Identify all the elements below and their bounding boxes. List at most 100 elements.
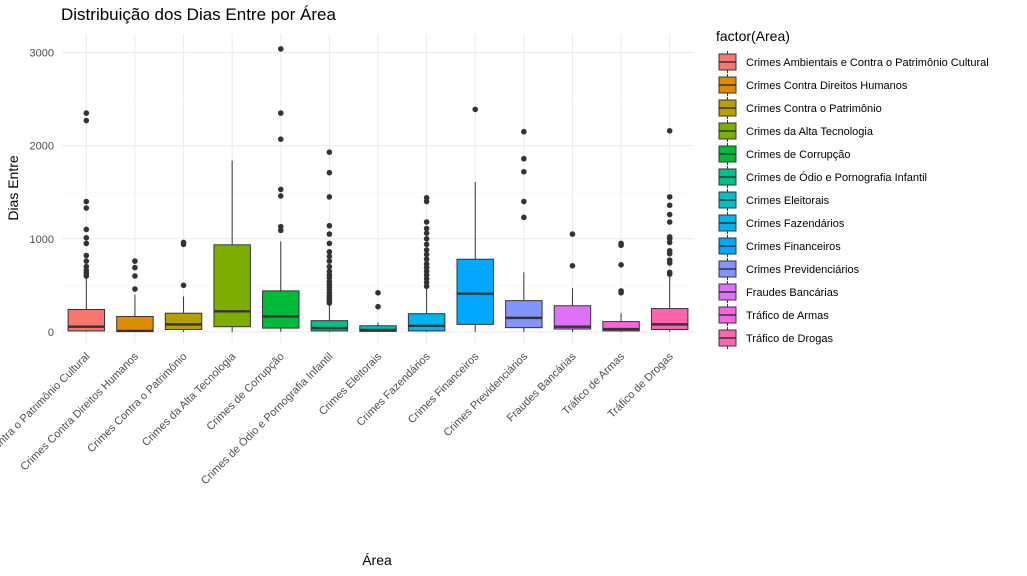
box-group [262, 46, 300, 332]
outlier-point [666, 202, 673, 209]
outlier-point [132, 286, 138, 292]
outlier-point [666, 194, 673, 200]
outlier-point [666, 257, 673, 263]
outlier-point [666, 127, 673, 134]
outlier-point [569, 231, 576, 237]
legend-item: Crimes Eleitorais [718, 189, 830, 211]
y-tick-label: 1000 [30, 234, 54, 246]
legend-label: Crimes Previdenciários [746, 264, 860, 276]
legend-item: Crimes Contra o Patrimônio [718, 97, 882, 119]
outlier-point [83, 110, 90, 116]
grid-lines [62, 34, 694, 343]
legend-label: Tráfico de Drogas [746, 333, 834, 345]
outlier-point [180, 282, 187, 289]
box-group [505, 128, 543, 332]
outlier-point [132, 258, 138, 264]
outlier-point [326, 222, 333, 229]
box [213, 244, 251, 328]
outlier-point [521, 214, 527, 221]
x-axis: Crimes Ambientais e Contra o Patrimônio … [0, 350, 676, 531]
legend-item: Fraudes Bancárias [718, 281, 839, 303]
outlier-point [83, 258, 90, 264]
outlier-point [326, 248, 333, 255]
outlier-point [423, 230, 430, 236]
legend: factor(Area) Crimes Ambientais e Contra … [716, 28, 989, 349]
y-tick-label: 0 [48, 327, 54, 339]
box-group [67, 110, 106, 332]
box [359, 325, 397, 332]
legend-label: Crimes de Corrupção [746, 149, 851, 161]
legend-label: Crimes Eleitorais [746, 195, 830, 207]
outlier-point [666, 234, 673, 240]
outlier-point [83, 263, 90, 270]
x-axis-title: Área [362, 552, 392, 568]
outlier-point [277, 136, 284, 142]
outlier-point [326, 231, 333, 237]
legend-item: Tráfico de Armas [718, 304, 829, 326]
outlier-point [618, 262, 624, 268]
outlier-point [277, 223, 284, 230]
box [407, 313, 446, 332]
outlier-point [83, 117, 90, 124]
box-group [650, 127, 689, 332]
outlier-point [326, 268, 333, 275]
outlier-point [83, 235, 90, 241]
outlier-point [83, 226, 90, 233]
outlier-point [666, 211, 673, 218]
legend-item: Tráfico de Drogas [718, 327, 834, 349]
outlier-point [521, 155, 527, 162]
outlier-point [521, 198, 527, 205]
legend-item: Crimes de Ódio e Pornografia Infantil [718, 166, 927, 188]
box-group [213, 160, 251, 332]
legend-item: Crimes Contra Direitos Humanos [718, 74, 908, 96]
box [650, 308, 689, 331]
box-group [164, 239, 203, 332]
y-axis-title: Dias Entre [5, 155, 21, 221]
box-group [553, 231, 592, 332]
box-group [359, 289, 397, 332]
outlier-point [423, 251, 430, 258]
legend-label: Crimes Ambientais e Contra o Patrimônio … [746, 57, 989, 69]
outlier-point [521, 168, 527, 175]
legend-label: Crimes Contra Direitos Humanos [746, 80, 908, 92]
outlier-point [375, 289, 381, 296]
outlier-point [423, 225, 430, 232]
outlier-point [326, 149, 333, 156]
outlier-point [277, 186, 284, 193]
outlier-point [326, 253, 333, 260]
outlier-point [132, 273, 138, 279]
outlier-point [521, 128, 527, 135]
outlier-point [618, 288, 624, 294]
outlier-point [83, 205, 90, 211]
legend-item: Crimes Previdenciários [718, 258, 860, 280]
y-tick-label: 3000 [30, 48, 54, 60]
outlier-point [326, 194, 333, 200]
legend-item: Crimes Ambientais e Contra o Patrimônio … [718, 51, 989, 73]
outlier-point [326, 263, 333, 270]
outlier-point [423, 219, 430, 225]
outlier-point [180, 239, 187, 246]
legend-label: Crimes Financeiros [746, 241, 841, 253]
outlier-point [326, 169, 333, 176]
outlier-point [132, 264, 138, 271]
outlier-point [423, 195, 430, 201]
outlier-point [472, 106, 479, 113]
chart-title: Distribuição dos Dias Entre por Área [61, 5, 337, 24]
x-tick-label: Crimes Previdenciários [442, 350, 531, 439]
box [553, 305, 592, 330]
x-tick-label: Crimes Contra o Patrimônio [85, 351, 189, 455]
legend-title: factor(Area) [716, 28, 790, 44]
legend-item: Crimes de Corrupção [718, 143, 851, 165]
legend-item: Crimes Fazendários [718, 212, 845, 234]
legend-label: Crimes Fazendários [746, 218, 845, 230]
outlier-point [277, 46, 284, 52]
legend-label: Crimes Contra o Patrimônio [746, 103, 882, 115]
box [505, 300, 543, 329]
x-tick-label: Crimes da Alta Tecnologia [140, 350, 239, 449]
box [310, 320, 349, 332]
outlier-point [618, 240, 624, 247]
box [164, 312, 203, 331]
outlier-point [277, 193, 284, 199]
outlier-point [277, 110, 284, 116]
